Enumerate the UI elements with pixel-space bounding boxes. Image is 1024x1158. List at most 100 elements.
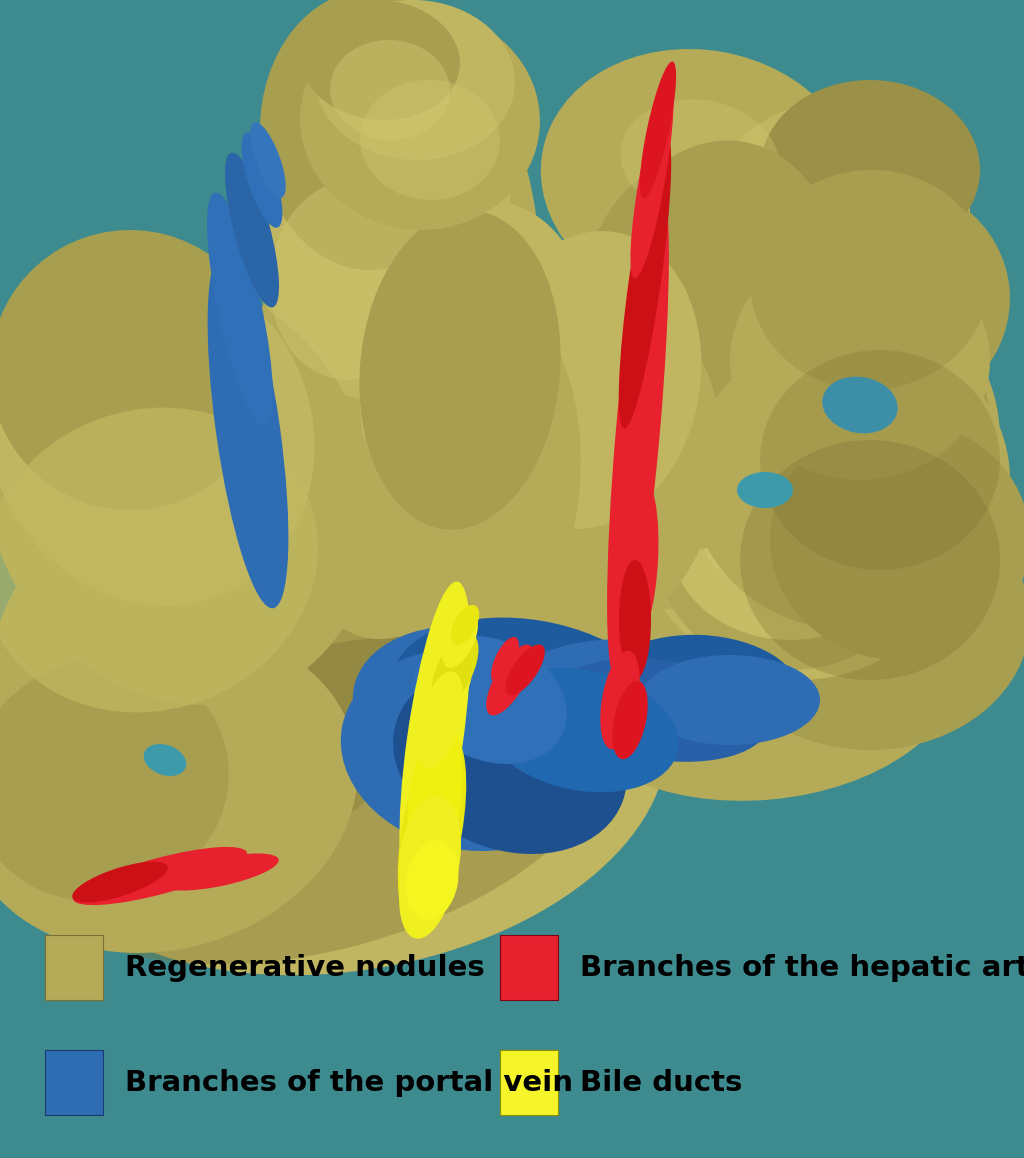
FancyBboxPatch shape [500,935,558,1001]
Ellipse shape [417,672,463,769]
Ellipse shape [737,472,793,508]
Ellipse shape [770,420,1024,660]
Ellipse shape [397,732,466,929]
Ellipse shape [207,192,273,427]
Ellipse shape [621,100,779,221]
Ellipse shape [0,408,317,712]
FancyBboxPatch shape [500,1050,558,1115]
Ellipse shape [399,796,461,915]
Text: Bile ducts: Bile ducts [580,1069,742,1097]
Ellipse shape [730,240,990,481]
Ellipse shape [710,410,890,550]
Ellipse shape [510,639,770,761]
Ellipse shape [612,681,648,760]
Ellipse shape [0,276,376,705]
Ellipse shape [640,61,676,198]
Ellipse shape [391,617,669,783]
Ellipse shape [760,80,980,261]
Ellipse shape [478,232,701,529]
Ellipse shape [416,633,474,747]
Ellipse shape [750,179,1010,420]
Ellipse shape [143,745,186,776]
Ellipse shape [750,310,990,530]
Text: Branches of the hepatic artery: Branches of the hepatic artery [580,954,1024,982]
Ellipse shape [408,720,463,879]
Ellipse shape [0,230,270,510]
Ellipse shape [73,862,168,902]
Ellipse shape [406,841,459,919]
Ellipse shape [33,585,667,975]
Ellipse shape [492,637,519,683]
Ellipse shape [359,200,600,559]
FancyBboxPatch shape [45,935,103,1001]
Ellipse shape [640,655,820,745]
Ellipse shape [359,291,581,669]
Ellipse shape [431,633,478,708]
Ellipse shape [486,645,534,716]
Ellipse shape [590,140,930,420]
Ellipse shape [607,181,669,679]
Ellipse shape [0,659,229,901]
Ellipse shape [569,211,830,549]
Ellipse shape [541,49,859,312]
Ellipse shape [270,181,430,380]
Ellipse shape [300,0,460,120]
Ellipse shape [430,650,670,791]
Ellipse shape [618,132,671,428]
Ellipse shape [660,450,920,670]
Ellipse shape [75,584,425,857]
Ellipse shape [123,506,316,674]
Ellipse shape [600,651,640,749]
Ellipse shape [315,0,515,160]
Text: Branches of the portal vein: Branches of the portal vein [125,1069,573,1097]
Ellipse shape [250,0,510,400]
Ellipse shape [481,668,679,792]
Ellipse shape [399,581,471,899]
Ellipse shape [618,560,651,680]
Ellipse shape [369,261,631,699]
Ellipse shape [631,81,674,279]
Ellipse shape [622,481,658,640]
Ellipse shape [822,376,898,433]
Ellipse shape [710,100,970,320]
Ellipse shape [242,132,283,228]
Ellipse shape [28,636,612,965]
Ellipse shape [300,10,540,230]
Ellipse shape [73,846,247,906]
Ellipse shape [539,250,821,609]
Ellipse shape [399,801,461,939]
Ellipse shape [740,440,1000,680]
Ellipse shape [640,270,999,610]
Ellipse shape [0,255,314,606]
Ellipse shape [225,153,279,307]
Ellipse shape [505,645,545,696]
Ellipse shape [0,511,537,948]
Ellipse shape [0,626,357,953]
Ellipse shape [451,604,479,645]
Ellipse shape [670,440,910,640]
Ellipse shape [700,470,840,589]
Ellipse shape [208,251,289,608]
Ellipse shape [750,170,990,390]
Ellipse shape [442,613,478,668]
Ellipse shape [551,658,769,762]
Ellipse shape [414,636,567,764]
Ellipse shape [359,211,560,529]
Ellipse shape [690,330,1010,630]
Ellipse shape [360,80,500,200]
Ellipse shape [353,625,628,814]
Ellipse shape [161,853,279,891]
Ellipse shape [560,559,959,801]
Ellipse shape [260,0,480,270]
Ellipse shape [710,490,1024,750]
FancyBboxPatch shape [45,1050,103,1115]
Ellipse shape [330,41,450,140]
Ellipse shape [258,41,542,639]
Ellipse shape [549,191,791,510]
Ellipse shape [599,140,841,440]
Ellipse shape [478,301,722,639]
Ellipse shape [393,666,627,853]
Ellipse shape [0,460,411,841]
Ellipse shape [341,648,599,851]
Ellipse shape [250,123,286,198]
